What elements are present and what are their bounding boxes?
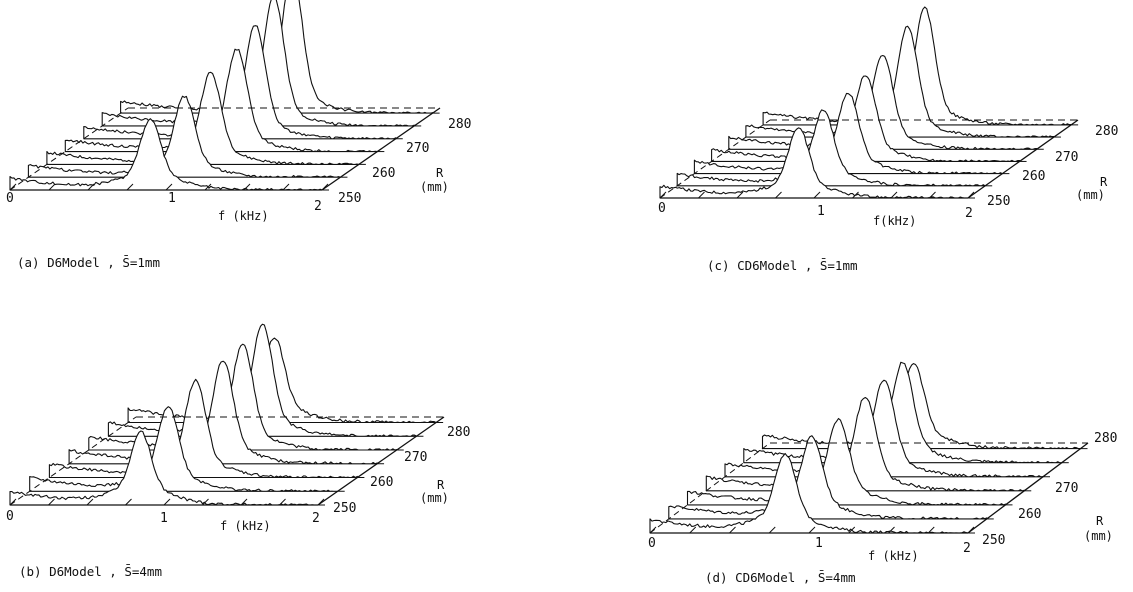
- panel-a-rtick-270: 270: [406, 141, 429, 156]
- panel-b-rtick-250: 250: [333, 501, 356, 516]
- panel-d-xlabel: f (kHz): [868, 549, 919, 563]
- panel-c-rlabel: R: [1100, 175, 1108, 189]
- panel-c-rtick-280: 280: [1095, 124, 1118, 139]
- panel-b-runit: (mm): [420, 491, 449, 505]
- panel-c-runit: (mm): [1076, 188, 1105, 202]
- panel-d-xtick-0: 0: [648, 536, 656, 551]
- panel-c-xtick-1: 1: [817, 204, 825, 219]
- panel-b-rlabel: R: [437, 478, 445, 492]
- panel-a-traces: [10, 0, 433, 190]
- panel-d-rlabel: R: [1096, 514, 1104, 528]
- panel-b-rtick-260: 260: [370, 475, 393, 490]
- panel-a: 0 1 2 f (kHz) 250 260 270 280 R (mm) (a)…: [6, 0, 471, 270]
- panel-d-xtick-2: 2: [963, 541, 971, 556]
- panel-d-traces: [650, 362, 1081, 533]
- panel-a-xtick-0: 0: [6, 191, 14, 206]
- panel-b-rtick-280: 280: [447, 425, 470, 440]
- panel-d-rtick-260: 260: [1018, 507, 1041, 522]
- panel-a-xtick-2: 2: [314, 199, 322, 214]
- panel-b-xtick-1: 1: [160, 511, 168, 526]
- panel-a-rlabel: R: [436, 166, 444, 180]
- panel-a-caption: (a) D6Model , S̄=1mm: [17, 255, 160, 270]
- panel-a-rtick-260: 260: [372, 166, 395, 181]
- panel-d-caption: (d) CD6Model , S̄=4mm: [705, 570, 856, 585]
- panel-d-runit: (mm): [1084, 529, 1113, 543]
- panel-d: 0 1 2 f (kHz) 250 260 270 280 R (mm) (d)…: [648, 362, 1117, 585]
- panel-a-rtick-250: 250: [338, 191, 361, 206]
- panel-c-xtick-0: 0: [658, 201, 666, 216]
- panel-d-xtick-1: 1: [815, 536, 823, 551]
- panel-b-xtick-2: 2: [312, 511, 320, 526]
- panel-d-rtick-270: 270: [1055, 481, 1078, 496]
- panel-c-caption: (c) CD6Model , S̄=1mm: [707, 258, 858, 273]
- panel-a-xlabel: f (kHz): [218, 209, 269, 223]
- panel-c-rtick-270: 270: [1055, 150, 1078, 165]
- panel-b-caption: (b) D6Model , S̄=4mm: [19, 564, 162, 579]
- panel-b-xtick-0: 0: [6, 509, 14, 524]
- panel-d-rtick-280: 280: [1094, 431, 1117, 446]
- panel-b-rtick-270: 270: [404, 450, 427, 465]
- panel-c-rtick-250: 250: [987, 194, 1010, 209]
- panel-a-rtick-280: 280: [448, 117, 471, 132]
- panel-c-xlabel: f(kHz): [873, 214, 916, 228]
- panel-a-runit: (mm): [420, 180, 449, 194]
- panel-c-xtick-2: 2: [965, 206, 973, 221]
- panel-d-rtick-250: 250: [982, 533, 1005, 548]
- panel-b: 0 1 2 f (kHz) 250 260 270 280 R (mm) (b)…: [6, 324, 470, 579]
- panel-b-xlabel: f (kHz): [220, 519, 271, 533]
- panel-c-rtick-260: 260: [1022, 169, 1045, 184]
- panel-d-f-tick: [968, 527, 974, 533]
- panel-c: 0 1 2 f(kHz) 250 260 270 280 R (mm) (c) …: [658, 7, 1118, 273]
- panel-a-xtick-1: 1: [168, 191, 176, 206]
